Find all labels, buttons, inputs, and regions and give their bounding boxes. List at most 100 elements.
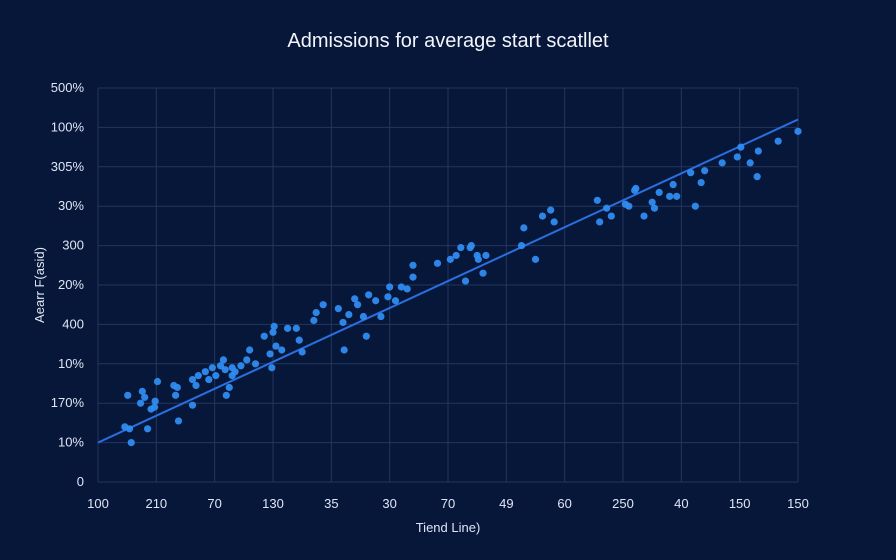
data-point: [691, 202, 699, 210]
data-point: [138, 387, 146, 395]
data-point: [141, 393, 149, 401]
y-tick-label: 305%: [51, 159, 85, 174]
data-point: [550, 218, 558, 226]
x-tick-label: 150: [729, 496, 751, 511]
y-tick-label: 0: [77, 474, 84, 489]
y-axis-label: Aearr F(asid): [32, 247, 47, 323]
data-point: [409, 261, 417, 269]
data-point: [753, 173, 761, 181]
data-point: [737, 143, 745, 151]
data-point: [650, 204, 659, 212]
x-tick-label: 130: [262, 496, 284, 511]
y-tick-label: 10%: [58, 435, 84, 450]
data-point: [124, 391, 132, 399]
data-point: [237, 362, 245, 370]
y-tick-label: 10%: [58, 356, 84, 371]
data-point: [365, 291, 373, 299]
x-tick-label: 70: [441, 496, 455, 511]
data-point: [384, 293, 392, 301]
x-tick-label: 100: [87, 496, 109, 511]
data-point: [648, 198, 656, 206]
data-point: [278, 346, 286, 354]
data-point: [351, 295, 359, 303]
data-point: [409, 273, 417, 281]
data-point: [673, 192, 681, 200]
data-point: [669, 180, 677, 189]
data-point: [547, 206, 555, 214]
y-tick-label: 20%: [58, 277, 84, 292]
data-point: [188, 375, 197, 384]
x-tick-label: 30: [382, 496, 396, 511]
data-point: [359, 312, 368, 321]
data-point: [270, 322, 278, 330]
x-tick-label: 210: [145, 496, 167, 511]
data-point: [446, 255, 454, 263]
data-point: [251, 360, 260, 368]
data-point: [538, 212, 547, 220]
data-point: [467, 242, 475, 250]
data-point: [754, 147, 762, 155]
data-point: [482, 251, 490, 260]
x-axis-label: Tiend Line): [416, 520, 481, 535]
data-point: [174, 417, 183, 425]
data-point: [205, 375, 213, 384]
x-tick-label: 60: [557, 496, 571, 511]
data-point: [640, 212, 648, 220]
data-point: [632, 184, 640, 193]
y-tick-label: 30%: [58, 198, 84, 213]
data-point: [136, 399, 145, 407]
y-tick-label: 500%: [51, 80, 85, 95]
data-point: [517, 242, 526, 250]
x-tick-label: 35: [324, 496, 338, 511]
data-point: [260, 332, 268, 340]
data-point: [243, 356, 251, 364]
data-point: [208, 364, 216, 372]
data-point: [153, 377, 162, 386]
y-tick-label: 100%: [51, 119, 85, 134]
data-point: [362, 332, 370, 340]
x-tick-label: 40: [674, 496, 688, 511]
data-point: [403, 285, 411, 293]
data-point: [212, 372, 220, 380]
data-point: [596, 218, 604, 226]
data-point: [340, 346, 348, 354]
data-point: [794, 127, 802, 135]
data-point: [268, 364, 276, 372]
data-point: [621, 200, 629, 208]
data-point: [192, 381, 200, 390]
data-point: [125, 425, 134, 433]
data-point: [593, 196, 601, 204]
chart-title: Admissions for average start scatllet: [287, 30, 609, 52]
data-point: [452, 251, 460, 260]
x-tick-label: 49: [499, 496, 513, 511]
data-point: [520, 224, 528, 232]
y-tick-label: 170%: [51, 395, 85, 410]
data-point: [461, 277, 470, 285]
data-point: [319, 301, 327, 309]
data-point: [666, 192, 674, 200]
data-point: [531, 255, 540, 263]
data-point: [283, 324, 292, 332]
data-point: [298, 348, 306, 356]
data-point: [733, 153, 741, 161]
data-point: [701, 167, 709, 175]
data-point: [386, 283, 394, 291]
data-point: [655, 188, 663, 197]
data-point: [603, 204, 611, 212]
data-point: [474, 255, 482, 263]
data-point: [221, 366, 229, 374]
y-tick-label: 300: [62, 238, 84, 253]
data-point: [292, 324, 300, 332]
data-point: [295, 336, 303, 344]
y-tick-label: 400: [62, 316, 84, 331]
data-point: [143, 425, 152, 433]
data-point: [266, 350, 274, 358]
data-point: [194, 372, 202, 380]
data-point: [201, 368, 209, 376]
data-point: [312, 308, 320, 317]
x-tick-label: 70: [207, 496, 221, 511]
data-point: [272, 342, 280, 350]
data-point: [334, 305, 342, 313]
